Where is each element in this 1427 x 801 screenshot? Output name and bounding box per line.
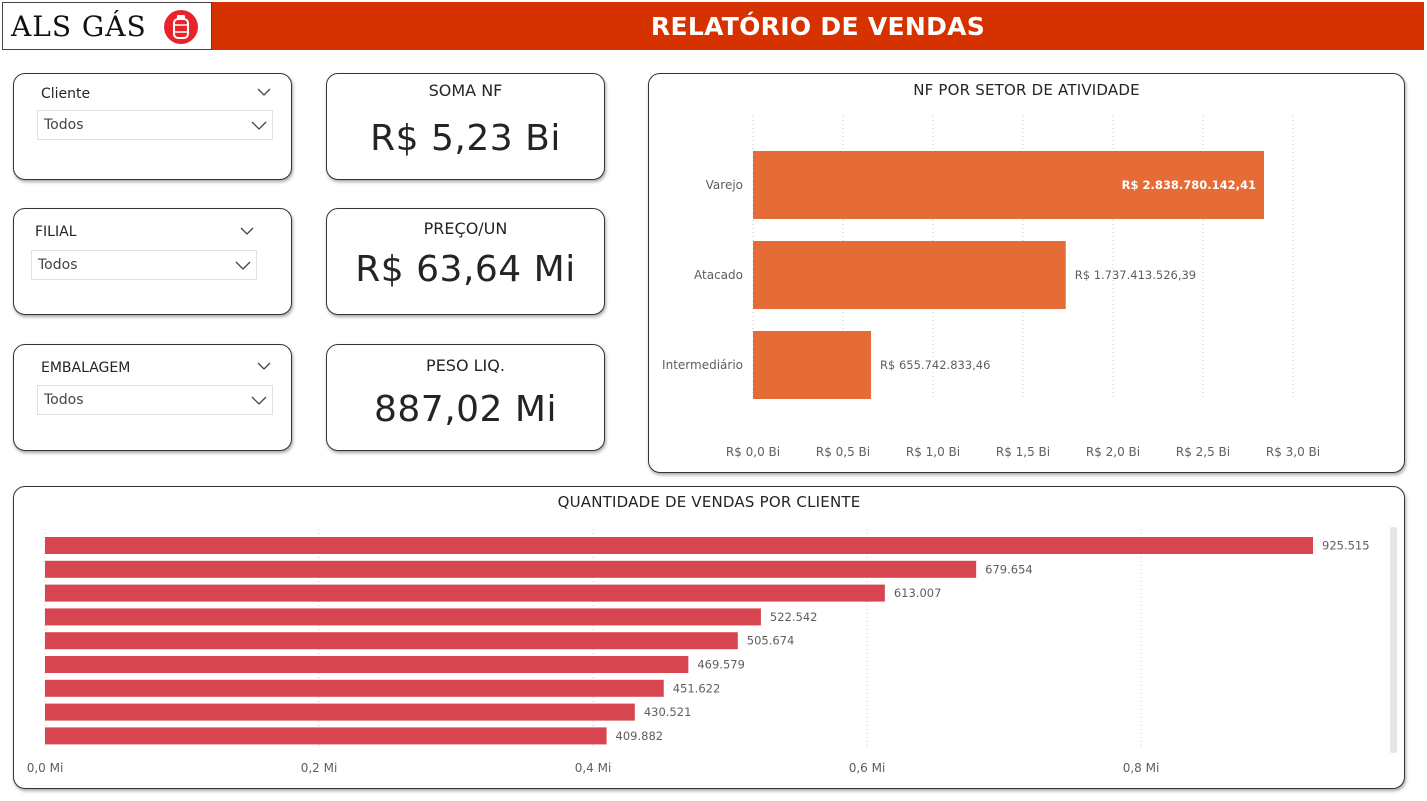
data-label: 505.674 [747, 634, 795, 648]
x-tick-label: R$ 2,5 Bi [1176, 445, 1230, 459]
slicer-dropdown[interactable]: Todos [37, 110, 273, 140]
x-tick-label: 0,4 Mi [575, 761, 612, 775]
x-tick-label: R$ 3,0 Bi [1266, 445, 1320, 459]
x-tick-label: R$ 1,0 Bi [906, 445, 960, 459]
scrollbar-track [1390, 527, 1397, 753]
x-tick-label: 0,0 Mi [27, 761, 64, 775]
slicer-embalagem[interactable]: EMBALAGEM Todos [13, 344, 292, 451]
logo-text: ALS GÁS [11, 9, 147, 43]
x-tick-label: 0,6 Mi [849, 761, 886, 775]
data-label: 430.521 [644, 705, 692, 719]
kpi-card-peso-liq: PESO LIQ. 887,02 Mi [326, 344, 605, 451]
slicer-dropdown[interactable]: Todos [37, 385, 273, 415]
bar [45, 703, 635, 721]
bar [45, 608, 761, 626]
data-label: 451.622 [673, 681, 721, 695]
data-label: R$ 2.838.780.142,41 [1122, 178, 1256, 192]
logo: ALS GÁS [2, 2, 212, 50]
bar [753, 151, 1264, 219]
chart-title: NF POR SETOR DE ATIVIDADE [913, 81, 1140, 99]
kpi-value: 887,02 Mi [374, 389, 557, 430]
slicer-filial[interactable]: FILIAL Todos [13, 208, 292, 315]
bar [753, 331, 872, 399]
x-tick-label: R$ 0,5 Bi [816, 445, 870, 459]
kpi-value: R$ 63,64 Mi [355, 249, 576, 290]
slicer-title: EMBALAGEM [41, 360, 131, 376]
bar [45, 584, 885, 602]
client-chart-card: QUANTIDADE DE VENDAS POR CLIENTE 0,0 Mi 0… [13, 486, 1405, 789]
category-label: Atacado [694, 268, 743, 282]
slicer-cliente[interactable]: Cliente Todos [13, 73, 292, 180]
chevron-down-icon[interactable] [240, 224, 254, 238]
data-label: 469.579 [697, 658, 745, 672]
chevron-down-icon[interactable] [257, 359, 271, 373]
x-tick-label: R$ 0,0 Bi [726, 445, 780, 459]
data-label: R$ 655.742.833,46 [880, 358, 990, 372]
kpi-label: PREÇO/UN [423, 219, 508, 238]
bar [753, 241, 1066, 309]
bar [45, 727, 607, 745]
kpi-card-preco-un: PREÇO/UN R$ 63,64 Mi [326, 208, 605, 315]
gas-cylinder-icon [164, 10, 198, 44]
bar [45, 632, 738, 650]
bar [45, 679, 664, 697]
slicer-title: Cliente [41, 86, 91, 102]
chevron-down-icon [251, 396, 267, 405]
slicer-value: Todos [44, 392, 84, 408]
chart-title: QUANTIDADE DE VENDAS POR CLIENTE [557, 493, 861, 511]
chevron-down-icon [251, 121, 267, 130]
kpi-label: SOMA NF [428, 81, 503, 100]
slicer-value: Todos [44, 117, 84, 133]
category-label: Intermediário [662, 358, 743, 372]
kpi-label: PESO LIQ. [426, 356, 505, 375]
bar [45, 560, 977, 578]
slicer-title: FILIAL [35, 224, 77, 240]
bar [45, 656, 689, 673]
data-label: R$ 1.737.413.526,39 [1075, 268, 1196, 282]
data-label: 679.654 [985, 562, 1033, 576]
sector-chart-card: NF POR SETOR DE ATIVIDADE R$ 0,0 Bi R$ 0,… [648, 73, 1405, 473]
title-bar: RELATÓRIO DE VENDAS [212, 2, 1424, 50]
kpi-value: R$ 5,23 Bi [370, 118, 561, 159]
data-label: 925.515 [1322, 539, 1370, 553]
data-label: 613.007 [894, 586, 942, 600]
x-tick-label: 0,2 Mi [301, 761, 338, 775]
slicer-dropdown[interactable]: Todos [31, 250, 257, 280]
kpi-card-soma-nf: SOMA NF R$ 5,23 Bi [326, 73, 605, 180]
sector-bar-chart: R$ 0,0 Bi R$ 0,5 Bi R$ 1,0 Bi R$ 1,5 Bi R$ 2… [662, 116, 1320, 459]
bar [45, 537, 1313, 554]
data-label: 522.542 [770, 610, 818, 624]
x-tick-label: 0,8 Mi [1123, 761, 1160, 775]
category-label: Varejo [706, 178, 743, 192]
chevron-down-icon [235, 261, 251, 270]
x-tick-label: R$ 2,0 Bi [1086, 445, 1140, 459]
slicer-value: Todos [38, 257, 78, 273]
client-bar-chart: 0,0 Mi 0,2 Mi 0,4 Mi 0,6 Mi 0,8 Mi 925.515 679… [27, 527, 1397, 775]
page-title: RELATÓRIO DE VENDAS [650, 11, 986, 41]
data-label: 409.882 [616, 729, 664, 743]
x-tick-label: R$ 1,5 Bi [996, 445, 1050, 459]
chevron-down-icon[interactable] [257, 85, 271, 99]
